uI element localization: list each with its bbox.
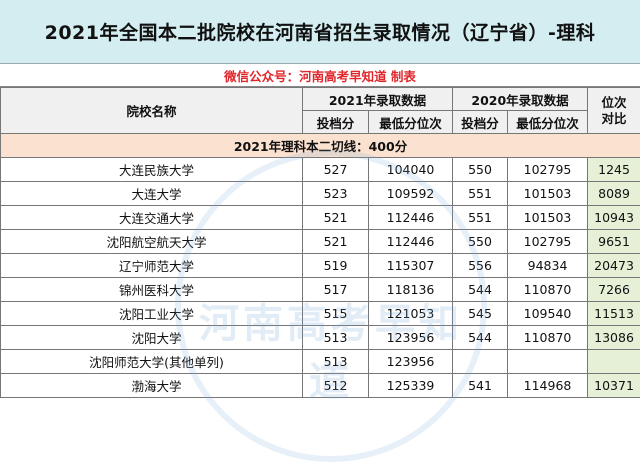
cell-diff: 13086	[588, 326, 640, 350]
header-2021: 2021年录取数据	[303, 88, 453, 111]
page-title: 2021年全国本二批院校在河南省招生录取情况（辽宁省）-理科	[0, 0, 640, 64]
cell-rank2020: 114968	[508, 374, 588, 398]
cell-school: 大连民族大学	[1, 158, 303, 182]
cell-rank2020: 94834	[508, 254, 588, 278]
cell-score2020: 550	[453, 158, 508, 182]
cell-diff: 20473	[588, 254, 640, 278]
cell-school: 沈阳航空航天大学	[1, 230, 303, 254]
cell-score2021: 521	[303, 206, 369, 230]
cell-score2020: 544	[453, 278, 508, 302]
cell-score2020: 545	[453, 302, 508, 326]
cell-rank2020: 101503	[508, 206, 588, 230]
cell-diff: 10371	[588, 374, 640, 398]
cell-rank2021: 118136	[369, 278, 453, 302]
cell-score2021: 523	[303, 182, 369, 206]
cutline-text: 2021年理科本二切线：400分	[1, 134, 640, 158]
cell-score2021: 517	[303, 278, 369, 302]
cell-rank2021: 121053	[369, 302, 453, 326]
header-rank-compare: 位次 对比	[588, 88, 640, 134]
cell-diff: 7266	[588, 278, 640, 302]
cell-rank2021: 104040	[369, 158, 453, 182]
cell-score2020: 551	[453, 182, 508, 206]
wechat-credit: 微信公众号：河南高考早知道 制表	[0, 64, 640, 87]
cell-score2021: 527	[303, 158, 369, 182]
header-minrank-2020: 最低分位次	[508, 111, 588, 134]
cell-score2021: 512	[303, 374, 369, 398]
cell-school: 锦州医科大学	[1, 278, 303, 302]
cutline-row: 2021年理科本二切线：400分	[1, 134, 640, 158]
cell-rank2021: 112446	[369, 206, 453, 230]
header-score-2020: 投档分	[453, 111, 508, 134]
cell-rank2020: 101503	[508, 182, 588, 206]
cell-diff: 11513	[588, 302, 640, 326]
cell-diff: 9651	[588, 230, 640, 254]
admission-table: 院校名称 2021年录取数据 2020年录取数据 位次 对比 投档分 最低分位次…	[0, 87, 640, 398]
cell-school: 辽宁师范大学	[1, 254, 303, 278]
header-rank-compare-line1: 位次	[588, 95, 640, 111]
header-rank-compare-line2: 对比	[588, 111, 640, 127]
cell-rank2021: 123956	[369, 350, 453, 374]
cell-school: 大连交通大学	[1, 206, 303, 230]
cell-rank2020: 102795	[508, 158, 588, 182]
cell-score2021: 513	[303, 326, 369, 350]
cell-rank2021: 109592	[369, 182, 453, 206]
cell-school: 沈阳大学	[1, 326, 303, 350]
header-2020: 2020年录取数据	[453, 88, 588, 111]
cell-diff: 10943	[588, 206, 640, 230]
header-school: 院校名称	[1, 88, 303, 134]
cell-diff: 8089	[588, 182, 640, 206]
cell-rank2020: 102795	[508, 230, 588, 254]
cell-rank2020: 110870	[508, 326, 588, 350]
cell-school: 大连大学	[1, 182, 303, 206]
cell-diff: 1245	[588, 158, 640, 182]
cell-score2021: 519	[303, 254, 369, 278]
cell-score2020: 541	[453, 374, 508, 398]
cell-rank2020: 109540	[508, 302, 588, 326]
header-minrank-2021: 最低分位次	[369, 111, 453, 134]
cell-school: 沈阳工业大学	[1, 302, 303, 326]
cell-school: 沈阳师范大学(其他单列)	[1, 350, 303, 374]
cell-rank2021: 115307	[369, 254, 453, 278]
cell-rank2021: 125339	[369, 374, 453, 398]
cell-score2021: 513	[303, 350, 369, 374]
cell-rank2021: 123956	[369, 326, 453, 350]
cell-score2020	[453, 350, 508, 374]
cell-score2020: 551	[453, 206, 508, 230]
header-score-2021: 投档分	[303, 111, 369, 134]
cell-rank2020	[508, 350, 588, 374]
cell-rank2021: 112446	[369, 230, 453, 254]
cell-diff	[588, 350, 640, 374]
cell-score2020: 544	[453, 326, 508, 350]
cell-rank2020: 110870	[508, 278, 588, 302]
cell-school: 渤海大学	[1, 374, 303, 398]
cell-score2021: 521	[303, 230, 369, 254]
cell-score2020: 556	[453, 254, 508, 278]
cell-score2021: 515	[303, 302, 369, 326]
cell-score2020: 550	[453, 230, 508, 254]
